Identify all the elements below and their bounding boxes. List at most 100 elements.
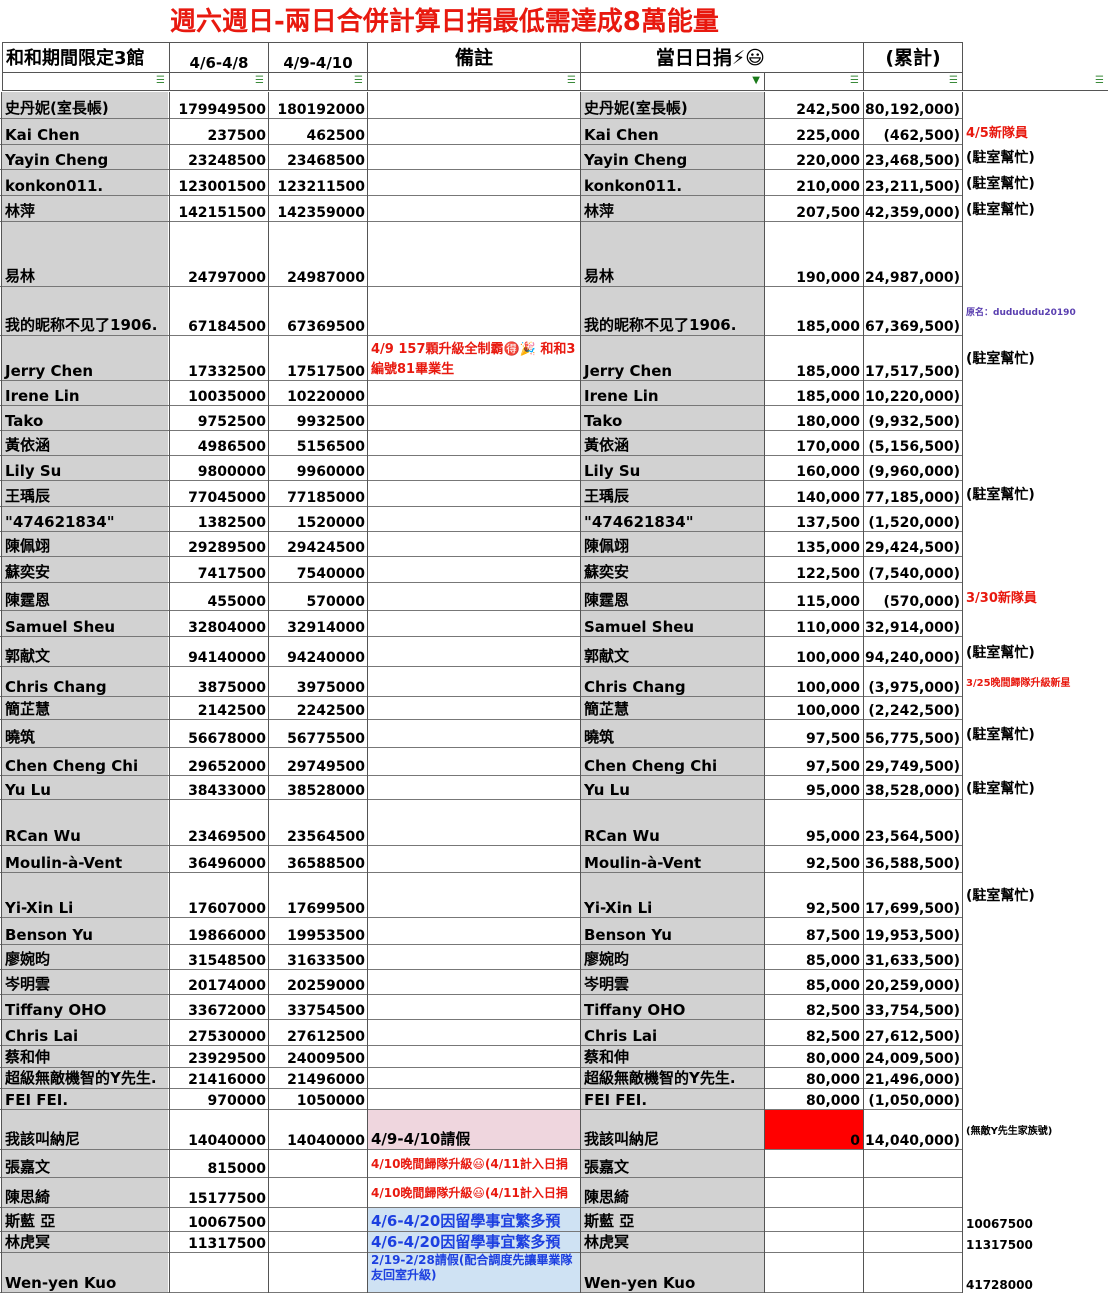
cell-name[interactable]: 林虎冥 xyxy=(2,1232,168,1252)
cell-daily[interactable]: 82,500 xyxy=(805,1003,860,1019)
header-col-a[interactable]: 和和期間限定3館 xyxy=(2,42,170,73)
cell-daily[interactable]: 220,000 xyxy=(796,153,860,169)
cell-c[interactable]: 570000 xyxy=(306,594,365,610)
cell-name[interactable]: 張嘉文 xyxy=(2,1150,168,1177)
cell-note[interactable] xyxy=(368,918,580,944)
cell-daily[interactable] xyxy=(765,1208,863,1231)
cell-c[interactable]: 10220000 xyxy=(287,389,365,405)
filter-icon[interactable]: ☰ xyxy=(156,75,165,86)
cell-b[interactable]: 455000 xyxy=(207,594,266,610)
cell-note[interactable]: 4/10晚間歸隊升級😃(4/11計入日捐 xyxy=(371,1156,568,1171)
cell-cum[interactable]: (17,699,500) xyxy=(864,901,960,917)
cell-extra[interactable]: 3/30新隊員 xyxy=(966,591,1037,606)
cell-note[interactable]: 4/9 157顆升級全制霸🉐🎉 和和3編號81畢業生 xyxy=(371,342,576,377)
cell-note[interactable] xyxy=(368,532,580,556)
cell-c[interactable] xyxy=(269,1232,367,1252)
cell-note[interactable]: 4/6-4/20因留學事宜繁多預 xyxy=(368,1208,580,1231)
cell-name2[interactable]: Lily Su xyxy=(581,456,764,480)
cell-daily[interactable] xyxy=(765,1178,863,1207)
cell-daily[interactable]: 110,000 xyxy=(796,620,860,636)
cell-note[interactable] xyxy=(368,697,580,719)
cell-daily[interactable] xyxy=(765,1150,863,1177)
cell-cum[interactable]: (24,009,500) xyxy=(864,1051,960,1067)
filter-icon[interactable]: ☰ xyxy=(1095,75,1104,86)
cell-note[interactable]: 4/9-4/10請假 xyxy=(368,1110,580,1149)
cell-b[interactable]: 815000 xyxy=(207,1161,266,1177)
cell-name[interactable]: RCan Wu xyxy=(2,800,168,845)
cell-c[interactable]: 77185000 xyxy=(287,490,365,506)
cell-note[interactable] xyxy=(368,119,580,144)
cell-c[interactable]: 21496000 xyxy=(287,1072,365,1088)
cell-name2[interactable]: 王瑀辰 xyxy=(581,481,764,506)
cell-b[interactable]: 77045000 xyxy=(188,490,266,506)
cell-b[interactable]: 9800000 xyxy=(197,464,266,480)
cell-name2[interactable]: 林虎冥 xyxy=(581,1232,764,1252)
cell-c[interactable]: 3975000 xyxy=(296,680,365,696)
cell-c[interactable]: 123211500 xyxy=(277,179,365,195)
cell-c[interactable]: 29424500 xyxy=(287,540,365,556)
cell-c[interactable] xyxy=(269,1150,367,1177)
cell-cum[interactable]: (56,775,500) xyxy=(864,731,960,747)
cell-note[interactable] xyxy=(368,800,580,845)
cell-b[interactable]: 4986500 xyxy=(197,439,266,455)
cell-b[interactable]: 19866000 xyxy=(188,928,266,944)
cell-note[interactable] xyxy=(368,557,580,582)
cell-name2[interactable]: 郭献文 xyxy=(581,637,764,666)
cell-name[interactable]: Benson Yu xyxy=(2,918,168,944)
header-col-c[interactable]: 4/9-4/10 xyxy=(269,42,368,73)
cell-note[interactable]: 4/10晚間歸隊升級😃(4/11計入日捐 xyxy=(371,1185,568,1200)
cell-extra[interactable]: (駐室幫忙) xyxy=(966,351,1035,367)
cell-daily[interactable]: 87,500 xyxy=(805,928,860,944)
cell-name[interactable]: 陳霆恩 xyxy=(2,583,168,610)
cell-cum[interactable]: (10,220,000) xyxy=(864,389,960,405)
cell-cum[interactable]: (462,500) xyxy=(883,128,960,144)
cell-b[interactable]: 10035000 xyxy=(188,389,266,405)
cell-c[interactable]: 24987000 xyxy=(287,270,365,286)
cell-note[interactable] xyxy=(368,873,580,917)
cell-cum[interactable]: (20,259,000) xyxy=(864,978,960,994)
cell-note[interactable] xyxy=(368,287,580,335)
cell-daily[interactable]: 85,000 xyxy=(805,978,860,994)
cell-extra[interactable] xyxy=(963,92,1108,118)
cell-name[interactable]: Yayin Cheng xyxy=(2,145,168,169)
cell-c[interactable]: 180192000 xyxy=(277,102,365,118)
cell-note[interactable] xyxy=(368,720,580,747)
cell-cum[interactable]: (23,564,500) xyxy=(864,829,960,845)
cell-note[interactable] xyxy=(368,1068,580,1088)
cell-daily[interactable]: 137,500 xyxy=(796,515,860,531)
cell-cum[interactable]: (570,000) xyxy=(883,594,960,610)
cell-note[interactable] xyxy=(368,222,580,286)
cell-name[interactable]: 岑明雲 xyxy=(2,970,168,994)
cell-b[interactable]: 24797000 xyxy=(188,270,266,286)
cell-extra[interactable]: 4/5新隊員 xyxy=(966,126,1028,141)
cell-name[interactable]: Chen Cheng Chi xyxy=(2,748,168,775)
cell-extra[interactable]: 原名：dudududu20190 xyxy=(966,307,1076,318)
cell-daily[interactable]: 122,500 xyxy=(796,566,860,582)
cell-b[interactable]: 33672000 xyxy=(188,1003,266,1019)
header-col-f[interactable] xyxy=(765,42,864,73)
cell-b[interactable]: 23469500 xyxy=(188,829,266,845)
cell-b[interactable]: 3875000 xyxy=(197,680,266,696)
cell-cum[interactable]: (9,932,500) xyxy=(868,414,960,430)
cell-cum[interactable]: (94,240,000) xyxy=(864,650,960,666)
cell-c[interactable]: 19953500 xyxy=(287,928,365,944)
cell-c[interactable]: 56775500 xyxy=(287,731,365,747)
cell-note[interactable] xyxy=(368,995,580,1019)
cell-name2[interactable]: 超級無敵機智的Y先生. xyxy=(581,1068,764,1088)
cell-note[interactable] xyxy=(368,431,580,455)
cell-name[interactable]: Tiffany OHO xyxy=(2,995,168,1019)
cell-extra[interactable]: 10067500 xyxy=(966,1217,1033,1231)
cell-cum[interactable]: (36,588,500) xyxy=(864,856,960,872)
cell-note[interactable] xyxy=(368,481,580,506)
cell-b[interactable]: 20174000 xyxy=(188,978,266,994)
cell-name[interactable]: Lily Su xyxy=(2,456,168,480)
cell-name2[interactable]: konkon011. xyxy=(581,170,764,195)
cell-note[interactable] xyxy=(368,507,580,531)
cell-extra[interactable] xyxy=(963,995,1108,1019)
cell-daily[interactable]: 97,500 xyxy=(805,759,860,775)
cell-extra[interactable]: 41728000 xyxy=(966,1278,1033,1292)
cell-note[interactable]: 4/6-4/20因留學事宜繁多預 xyxy=(368,1232,580,1252)
cell-c[interactable]: 462500 xyxy=(306,128,365,144)
filter-icon[interactable]: ☰ xyxy=(354,75,363,86)
cell-name[interactable]: Irene Lin xyxy=(2,381,168,405)
